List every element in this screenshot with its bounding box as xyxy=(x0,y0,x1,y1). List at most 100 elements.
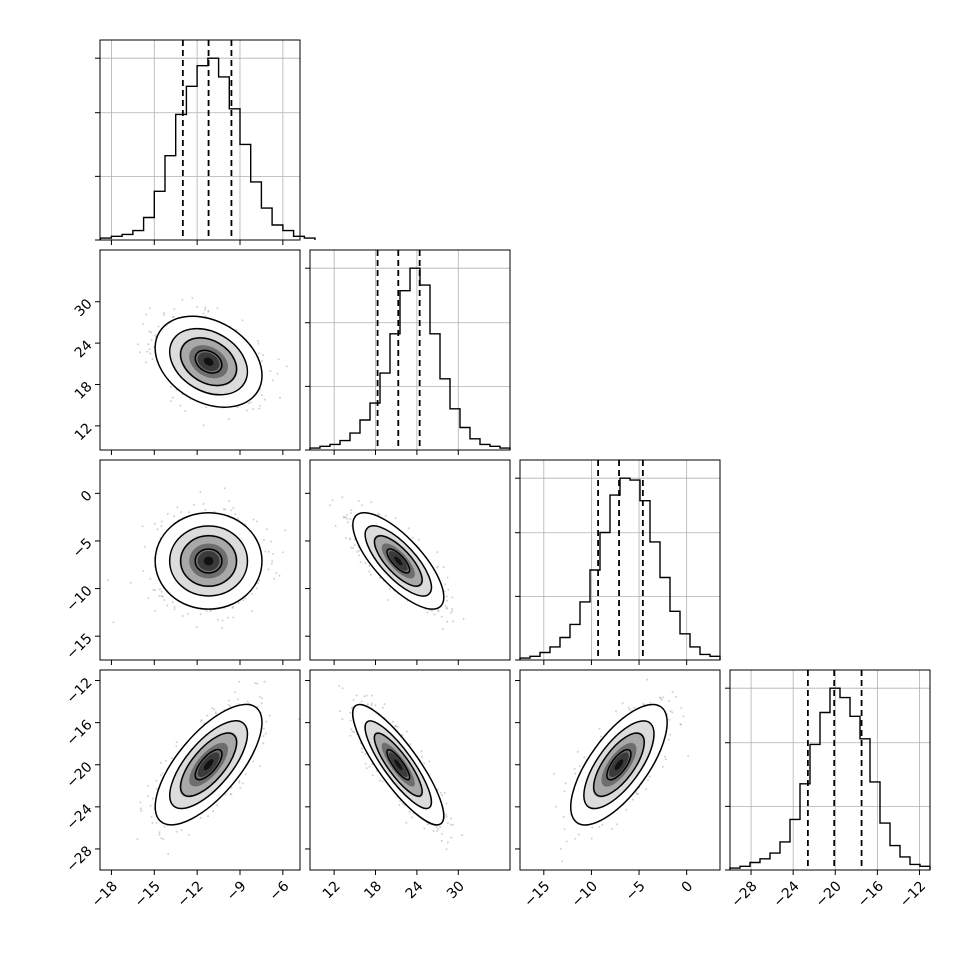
scatter-point xyxy=(446,576,449,579)
scatter-point xyxy=(173,308,176,311)
scatter-point xyxy=(363,695,366,698)
scatter-point xyxy=(155,779,158,782)
scatter-point xyxy=(199,613,202,616)
scatter-point xyxy=(161,772,164,775)
scatter-point xyxy=(409,743,412,746)
contour-line xyxy=(364,720,433,810)
scatter-point xyxy=(268,714,271,717)
scatter-point xyxy=(191,296,194,299)
scatter-point xyxy=(264,732,267,735)
scatter-point xyxy=(195,306,198,308)
scatter-point xyxy=(378,577,381,580)
scatter-point xyxy=(159,774,162,777)
scatter-point xyxy=(452,620,455,623)
scatter-point xyxy=(150,815,153,818)
scatter-point xyxy=(152,588,155,591)
scatter-point xyxy=(171,601,174,604)
scatter-point xyxy=(462,617,465,620)
scatter-point xyxy=(328,504,331,507)
scatter-point xyxy=(401,802,404,805)
scatter-point xyxy=(267,550,270,553)
scatter-point xyxy=(157,325,160,328)
scatter-point xyxy=(137,343,139,346)
scatter-point xyxy=(164,759,167,762)
contour-line xyxy=(154,512,263,610)
scatter-point xyxy=(244,597,247,600)
axes-frame xyxy=(99,669,301,871)
scatter-point xyxy=(439,826,442,828)
scatter-point xyxy=(163,825,166,828)
scatter-point xyxy=(166,512,169,515)
scatter-point xyxy=(175,745,178,748)
scatter-point xyxy=(142,570,145,572)
panel-4-3 xyxy=(519,669,721,871)
scatter-point xyxy=(361,504,363,507)
scatter-point xyxy=(408,810,411,813)
scatter-point xyxy=(446,822,449,825)
scatter-point xyxy=(405,821,408,824)
scatter-point xyxy=(139,351,141,354)
scatter-point xyxy=(146,350,149,353)
scatter-point xyxy=(265,720,268,723)
scatter-point xyxy=(436,551,439,554)
scatter-point xyxy=(129,581,132,584)
density-fill xyxy=(203,357,214,366)
scatter-point xyxy=(238,780,241,782)
scatter-point xyxy=(254,682,257,685)
scatter-point xyxy=(148,348,151,351)
scatter-point xyxy=(368,564,371,567)
scatter-point xyxy=(262,735,265,738)
scatter-point xyxy=(202,502,205,505)
scatter-point xyxy=(139,807,142,810)
scatter-point xyxy=(563,790,566,793)
scatter-point xyxy=(384,514,387,517)
scatter-point xyxy=(169,385,172,388)
scatter-point xyxy=(437,610,440,613)
scatter-point xyxy=(446,599,449,602)
scatter-point xyxy=(334,524,337,527)
scatter-point xyxy=(148,307,151,310)
scatter-point xyxy=(445,595,448,598)
scatter-point xyxy=(257,582,260,585)
scatter-point xyxy=(143,545,146,548)
scatter-point xyxy=(231,605,234,608)
scatter-point xyxy=(407,527,410,530)
scatter-point xyxy=(563,828,566,831)
scatter-point xyxy=(221,619,224,622)
scatter-point xyxy=(440,839,443,842)
scatter-point xyxy=(154,334,157,337)
scatter-point xyxy=(207,815,210,818)
scatter-point xyxy=(341,718,344,721)
scatter-point xyxy=(158,594,161,597)
scatter-point xyxy=(552,772,555,775)
scatter-point xyxy=(370,501,373,504)
scatter-point xyxy=(687,754,690,757)
scatter-point xyxy=(353,544,356,547)
scatter-point xyxy=(147,784,149,787)
scatter-point xyxy=(439,791,442,794)
scatter-point xyxy=(176,506,179,509)
scatter-point xyxy=(141,322,144,325)
scatter-point xyxy=(149,577,152,580)
scatter-point xyxy=(561,860,563,863)
scatter-point xyxy=(435,826,438,829)
scatter-point xyxy=(261,697,263,700)
scatter-point xyxy=(257,340,259,342)
scatter-point xyxy=(172,316,175,318)
scatter-point xyxy=(173,608,176,611)
scatter-point xyxy=(252,408,255,411)
scatter-point xyxy=(151,358,154,360)
scatter-point xyxy=(252,760,255,763)
scatter-point xyxy=(392,720,394,723)
scatter-point xyxy=(394,725,397,728)
scatter-point xyxy=(445,813,448,816)
density-fill xyxy=(203,759,214,771)
scatter-point xyxy=(350,512,352,515)
scatter-point xyxy=(445,802,448,805)
scatter-point xyxy=(285,365,288,368)
scatter-point xyxy=(420,750,423,753)
scatter-point xyxy=(658,696,661,699)
scatter-point xyxy=(441,627,444,630)
scatter-point xyxy=(237,517,240,520)
